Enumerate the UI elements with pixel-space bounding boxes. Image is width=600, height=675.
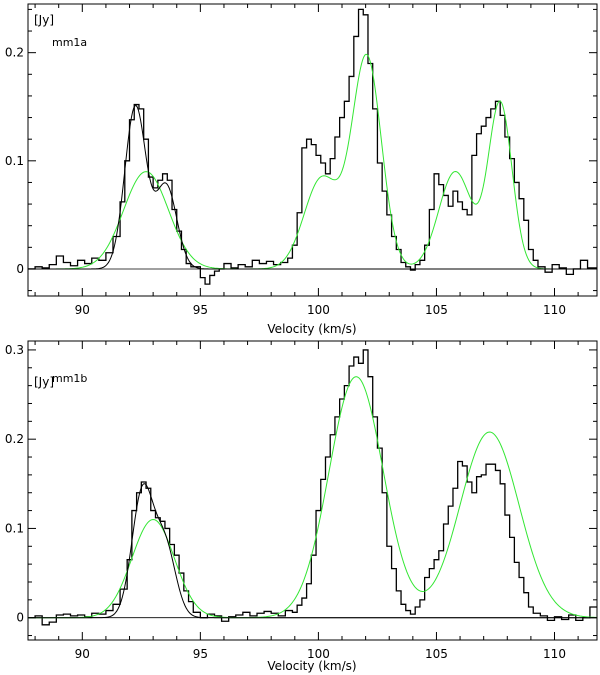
gaussian-fit-black xyxy=(28,483,597,619)
panel-label: mm1b xyxy=(52,372,87,385)
panel-label: mm1a xyxy=(52,36,87,49)
axis-ticks: 90 95 100 105 110 0 0.1 0.2 xyxy=(5,4,597,317)
x-axis-label: Velocity (km/s) xyxy=(267,322,356,336)
y-tick-label: 0.3 xyxy=(5,343,24,357)
panel-mm1b: 90 95 100 105 110 0 0.1 0.2 0.3 [Jy] mm1b Veloci… xyxy=(5,340,598,673)
observed-spectrum-step xyxy=(28,349,597,626)
x-tick-label: 110 xyxy=(543,303,566,317)
plot-area xyxy=(28,8,597,285)
y-tick-label: 0 xyxy=(16,262,24,276)
y-tick-label: 0.1 xyxy=(5,154,24,168)
x-tick-label: 95 xyxy=(193,647,208,661)
y-tick-label: 0.1 xyxy=(5,521,24,535)
x-tick-label: 105 xyxy=(425,303,448,317)
plot-area xyxy=(28,349,598,626)
y-axis-unit-label: [Jy] xyxy=(34,375,54,389)
panel-mm1a: 90 95 100 105 110 0 0.1 0.2 [Jy] mm1a Velocity … xyxy=(5,3,598,336)
x-tick-label: 100 xyxy=(307,303,330,317)
panel-frame xyxy=(27,3,598,297)
x-tick-label: 110 xyxy=(543,647,566,661)
x-tick-label: 105 xyxy=(425,647,448,661)
panel-frame xyxy=(27,340,598,641)
y-tick-label: 0 xyxy=(16,611,24,625)
x-axis-label: Velocity (km/s) xyxy=(267,659,356,673)
observed-spectrum-step xyxy=(28,8,597,285)
x-tick-label: 95 xyxy=(193,303,208,317)
gaussian-fit-green xyxy=(28,376,598,619)
y-tick-label: 0.2 xyxy=(5,432,24,446)
x-tick-label: 90 xyxy=(75,303,90,317)
x-tick-label: 90 xyxy=(75,647,90,661)
y-axis-unit-label: [Jy] xyxy=(34,13,54,27)
gaussian-fit-black xyxy=(28,104,597,270)
gaussian-fit-green xyxy=(28,53,597,270)
axis-ticks: 90 95 100 105 110 0 0.1 0.2 0.3 xyxy=(5,341,597,661)
x-tick-label: 100 xyxy=(307,647,330,661)
y-tick-label: 0.2 xyxy=(5,46,24,60)
